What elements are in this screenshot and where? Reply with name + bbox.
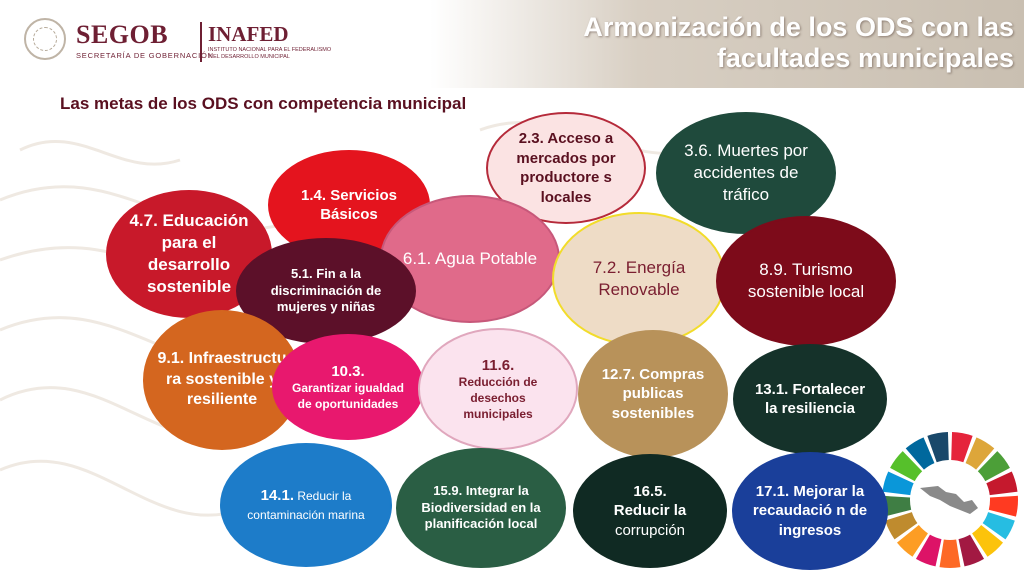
sdg-wheel-icon — [882, 432, 1018, 568]
sdg-wheel-segment — [958, 534, 985, 567]
ods-target-23: 2.3. Acceso a mercados por productore s … — [486, 112, 646, 224]
inafed-subtitle: INSTITUTO NACIONAL PARA EL FEDERALISMO Y… — [208, 47, 332, 60]
ods-target-text: 17.1. Mejorar la recaudació n de ingreso… — [752, 482, 868, 539]
coat-of-arms-icon — [24, 18, 66, 60]
sdg-wheel-segment — [988, 495, 1018, 517]
sdg-wheel-segment — [951, 432, 973, 463]
slide-title: Armonización de los ODS con las facultad… — [583, 12, 1014, 73]
sdg-wheel-segment — [896, 525, 928, 557]
sdg-wheel-segment — [890, 451, 923, 482]
ods-target-text: 6.1. Agua Potable — [402, 248, 538, 268]
ods-target-text: Garantizar igualdad de oportunidades — [291, 381, 405, 411]
slide-subtitle: Las metas de los ODS con competencia mun… — [60, 94, 467, 113]
sdg-wheel-segment — [965, 437, 995, 470]
ods-target-165: 16.5. Reducir la corrupción — [573, 454, 727, 568]
ods-target-text: 9.1. Infraestructu ra sostenible y resil… — [157, 349, 287, 409]
sdg-wheel-segment — [882, 471, 914, 496]
sdg-wheel-segment — [905, 437, 935, 470]
ods-target-116: 11.6. Reducción de desechos municipales — [418, 328, 578, 450]
ods-target-text: 5.1. Fin a la discriminación de mujeres … — [270, 265, 382, 315]
ods-target-text: 11.6. — [481, 356, 515, 374]
sdg-wheel-segment — [972, 525, 1004, 557]
ods-target-103: 10.3. Garantizar igualdad de oportunidade… — [272, 334, 424, 440]
ods-target-36: 3.6. Muertes por accidentes de tráfico — [656, 112, 836, 234]
sdg-wheel-segment — [882, 495, 912, 517]
header-gradient — [430, 0, 1024, 88]
logo-divider — [200, 22, 202, 62]
sdg-wheel-segment — [915, 534, 942, 567]
ods-target-61: 6.1. Agua Potable — [380, 195, 560, 323]
ods-target-89: 8.9. Turismo sostenible local — [716, 216, 896, 346]
ods-target-141: 14.1. Reducir la contaminación marina — [220, 443, 392, 567]
ods-target-text: Reducir la — [613, 502, 687, 520]
ods-target-text: corrupción — [614, 521, 686, 539]
ods-target-text: 3.6. Muertes por accidentes de tráfico — [684, 140, 808, 205]
segob-logo: SEGOB — [76, 20, 169, 49]
ods-target-text: 10.3. — [331, 362, 365, 380]
ods-target-text: Reducir la contaminación marina — [247, 489, 365, 522]
header-bar: SEGOB SECRETARÍA DE GOBERNACIÓN INAFED I… — [0, 0, 1024, 88]
ods-target-text: 4.7. Educación para el desarrollo sosten… — [129, 210, 249, 297]
ods-target-text: 14.1. — [260, 487, 294, 505]
sdg-wheel-segment — [977, 451, 1010, 482]
ods-target-159: 15.9. Integrar la Biodiversidad en la pl… — [396, 448, 566, 568]
ods-target-text: 12.7. Compras publicas sostenibles — [601, 365, 705, 422]
ods-target-text: 7.2. Energía Renovable — [592, 257, 686, 299]
sdg-wheel-segment — [885, 512, 918, 540]
ods-target-72: 7.2. Energía Renovable — [552, 212, 726, 346]
segob-subtitle: SECRETARÍA DE GOBERNACIÓN — [76, 51, 214, 60]
ods-target-text: 16.5. — [633, 482, 667, 500]
ods-target-127: 12.7. Compras publicas sostenibles — [578, 330, 728, 458]
ods-target-text: 13.1. Fortalecer la resiliencia — [754, 380, 866, 418]
sdg-wheel-segment — [927, 432, 949, 463]
inafed-logo: INAFED — [208, 22, 289, 46]
ods-target-text: Reducción de desechos municipales — [458, 375, 538, 421]
sdg-wheel-segment — [982, 512, 1015, 540]
ods-target-text: 2.3. Acceso a mercados por productore s … — [516, 130, 616, 206]
ods-target-text: 8.9. Turismo sostenible local — [747, 259, 865, 301]
ods-target-131: 13.1. Fortalecer la resiliencia — [733, 344, 887, 454]
ods-target-text: 1.4. Servicios Básicos — [301, 186, 397, 224]
sdg-wheel-segment — [939, 539, 961, 568]
mexico-map-icon — [920, 486, 978, 514]
sdg-wheel-segment — [986, 471, 1018, 496]
ods-target-171: 17.1. Mejorar la recaudació n de ingreso… — [732, 452, 888, 570]
ods-target-text: 15.9. Integrar la Biodiversidad en la pl… — [421, 482, 541, 532]
